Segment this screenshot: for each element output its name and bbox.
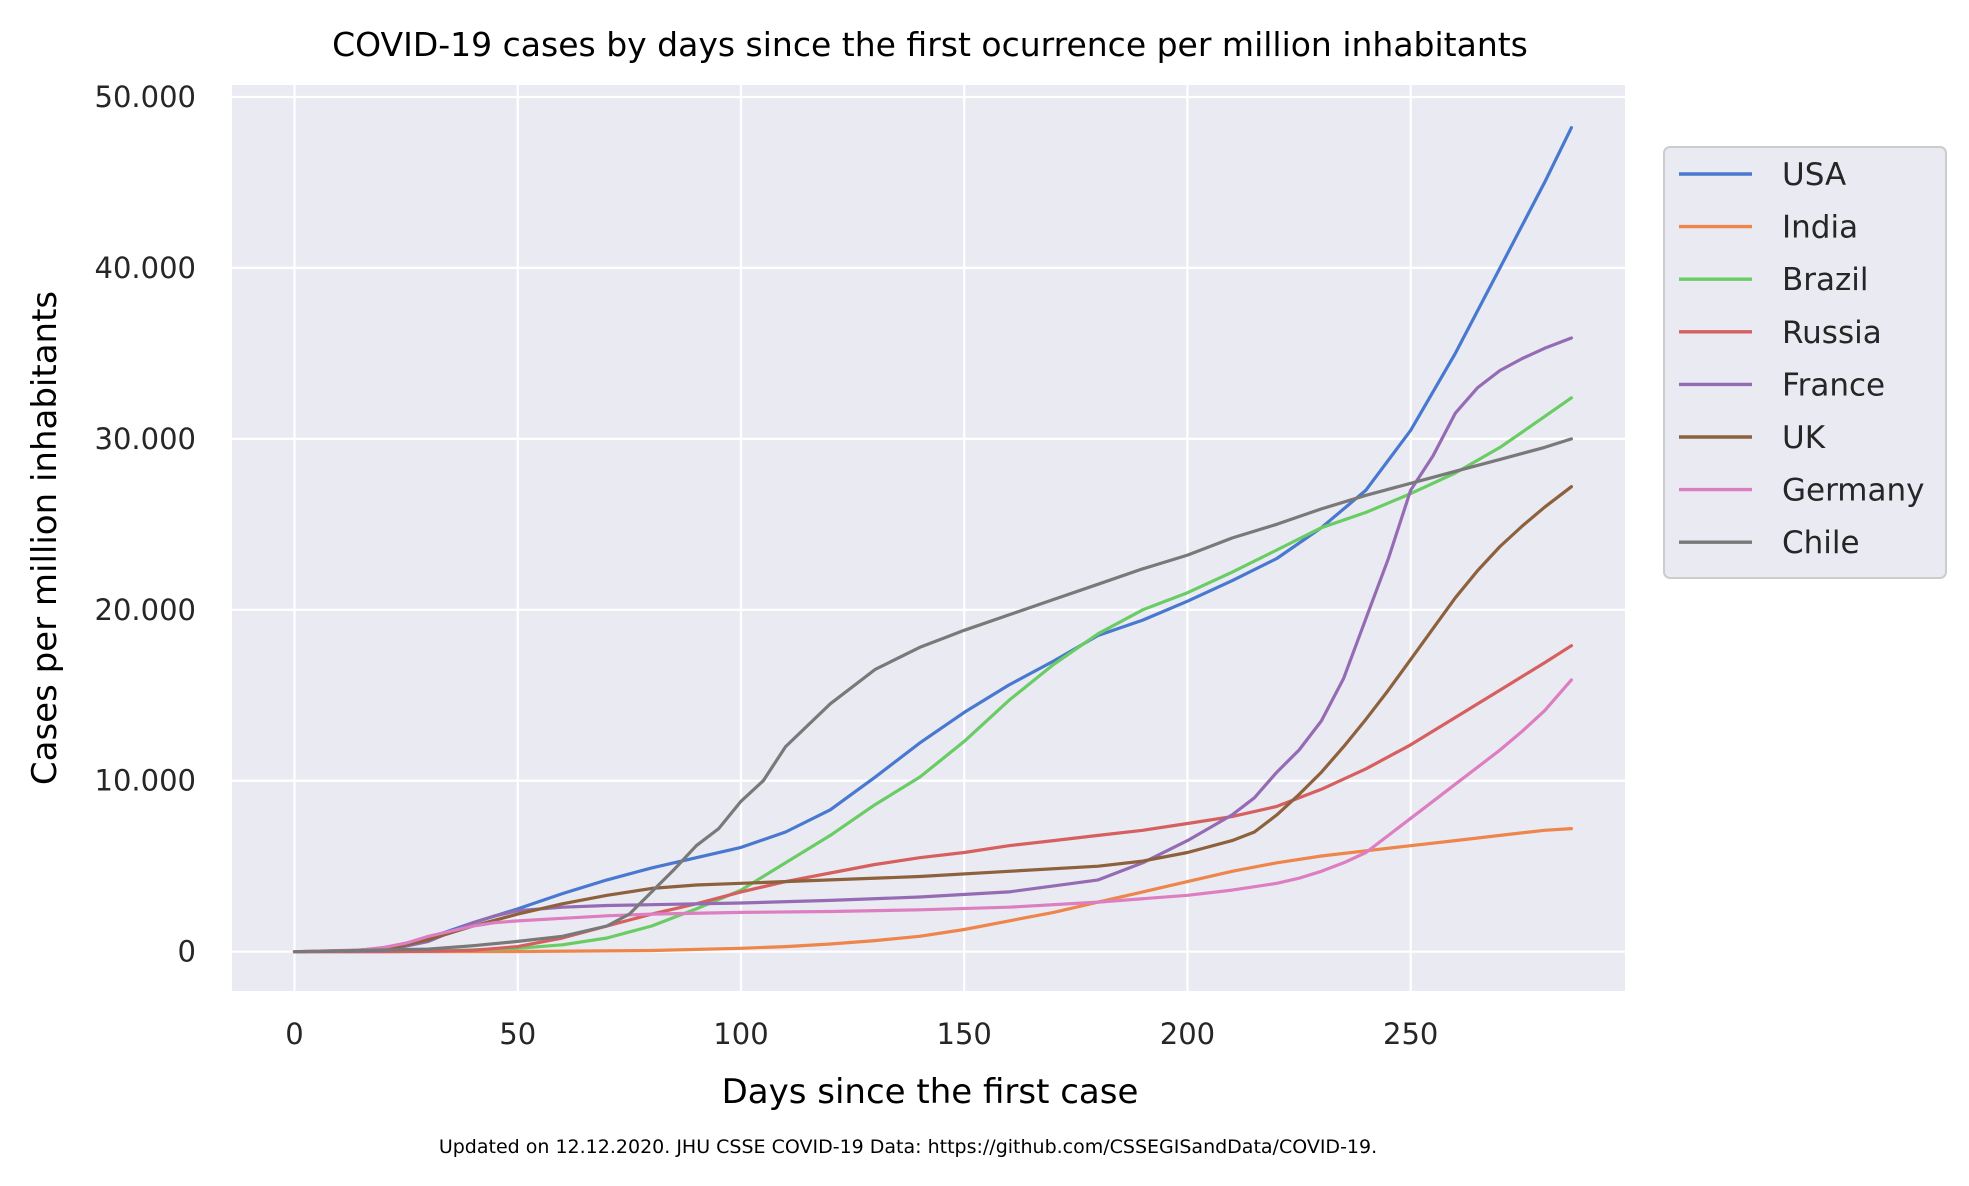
y-tick-label: 0 bbox=[178, 935, 196, 969]
legend-label-russia: Russia bbox=[1782, 315, 1882, 351]
legend-label-uk: UK bbox=[1782, 420, 1826, 456]
series-line-uk bbox=[292, 485, 1574, 954]
x-tick-label: 200 bbox=[1160, 1017, 1215, 1051]
x-tick-label: 150 bbox=[937, 1017, 992, 1051]
y-axis-label: Cases per million inhabitants bbox=[25, 291, 65, 785]
legend-label-brazil: Brazil bbox=[1782, 262, 1869, 298]
footnote: Updated on 12.12.2020. JHU CSSE COVID-19… bbox=[439, 1136, 1377, 1158]
legend-label-chile: Chile bbox=[1782, 525, 1860, 561]
series-line-russia bbox=[292, 644, 1574, 954]
y-tick-label: 20.000 bbox=[95, 593, 196, 627]
y-tick-label: 50.000 bbox=[95, 80, 196, 114]
legend: USA India Brazil Russia France UK Germany Chile bbox=[1663, 146, 1947, 579]
legend-label-usa: USA bbox=[1782, 157, 1846, 193]
y-tick-label: 40.000 bbox=[95, 251, 196, 285]
x-tick-label: 0 bbox=[285, 1017, 303, 1051]
series-line-france bbox=[292, 336, 1574, 954]
legend-box bbox=[1663, 146, 1947, 579]
y-tick-labels: 0 10.000 20.000 30.000 40.000 50.000 bbox=[95, 80, 196, 969]
x-tick-label: 100 bbox=[713, 1017, 768, 1051]
y-tick-label: 10.000 bbox=[95, 764, 196, 798]
x-tick-labels: 0 50 100 150 200 250 bbox=[285, 1017, 1438, 1051]
y-tick-label: 30.000 bbox=[95, 422, 196, 456]
x-tick-label: 250 bbox=[1383, 1017, 1438, 1051]
series-line-brazil bbox=[292, 396, 1574, 954]
series-line-chile bbox=[292, 437, 1574, 954]
x-tick-label: 50 bbox=[499, 1017, 536, 1051]
x-axis-label: Days since the first case bbox=[722, 1072, 1139, 1112]
legend-label-india: India bbox=[1782, 210, 1858, 246]
plot-area bbox=[232, 85, 1625, 991]
legend-label-france: France bbox=[1782, 367, 1885, 403]
series-line-germany bbox=[292, 678, 1574, 954]
series-lines bbox=[292, 126, 1574, 954]
legend-label-germany: Germany bbox=[1782, 473, 1924, 509]
chart-title: COVID-19 cases by days since the first o… bbox=[332, 25, 1528, 64]
